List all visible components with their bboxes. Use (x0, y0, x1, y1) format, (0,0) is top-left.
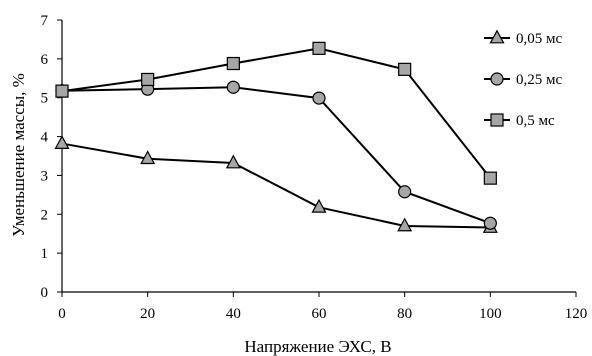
y-tick-label: 5 (41, 91, 49, 107)
x-tick-label: 0 (58, 306, 66, 322)
x-tick-label: 60 (312, 306, 327, 322)
x-tick-label: 100 (479, 306, 502, 322)
y-tick-label: 3 (41, 168, 49, 184)
data-point-square (55, 84, 69, 98)
y-axis-label: Уменьшение массы, % (9, 73, 28, 237)
data-point-triangle (225, 154, 241, 169)
y-tick-label: 1 (41, 246, 49, 262)
x-tick-label: 120 (565, 306, 588, 322)
series-line (61, 142, 491, 229)
y-ticks: 0 1 2 3 4 5 6 7 (41, 13, 62, 301)
legend-marker-triangle (489, 29, 505, 44)
y-tick-label: 6 (41, 52, 49, 68)
legend-item: 0,25 мс (484, 72, 562, 88)
y-tick-label: 2 (41, 207, 49, 223)
data-point-triangle (140, 150, 156, 165)
y-tick-label: 0 (41, 285, 49, 301)
legend-marker-circle (490, 72, 504, 86)
legend: 0,05 мс 0,25 мс 0,5 мс (484, 29, 562, 129)
data-point-square (312, 41, 326, 55)
axes (61, 20, 576, 293)
data-point-square (483, 171, 497, 185)
series-line (61, 86, 491, 225)
data-point-square (398, 62, 412, 76)
legend-label: 0,05 мс (516, 31, 562, 47)
y-tick-label: 4 (41, 130, 49, 146)
data-point-triangle (54, 135, 70, 149)
legend-item: 0,5 мс (484, 113, 555, 129)
x-tick-label: 80 (397, 306, 412, 322)
data-point-triangle (397, 217, 413, 232)
x-axis-label: Напряжение ЭХС, В (244, 337, 391, 356)
y-tick-label: 7 (41, 13, 49, 29)
x-ticks: 0 20 40 60 80 100 120 (58, 292, 587, 322)
legend-label: 0,5 мс (516, 113, 555, 129)
series-triangle (54, 135, 498, 233)
legend-marker-square (490, 113, 504, 127)
data-point-square (226, 56, 240, 71)
data-point-circle (398, 185, 412, 199)
legend-item: 0,05 мс (484, 29, 562, 47)
data-point-triangle (311, 198, 327, 213)
data-point-circle (312, 91, 326, 105)
x-tick-label: 20 (140, 306, 155, 322)
series-square (55, 41, 497, 185)
data-point-circle (483, 216, 497, 230)
data-point-circle (226, 80, 240, 94)
legend-label: 0,25 мс (516, 72, 562, 88)
series-line (61, 47, 492, 179)
x-tick-label: 40 (226, 306, 241, 322)
data-point-square (141, 72, 155, 87)
series-group (54, 41, 498, 233)
